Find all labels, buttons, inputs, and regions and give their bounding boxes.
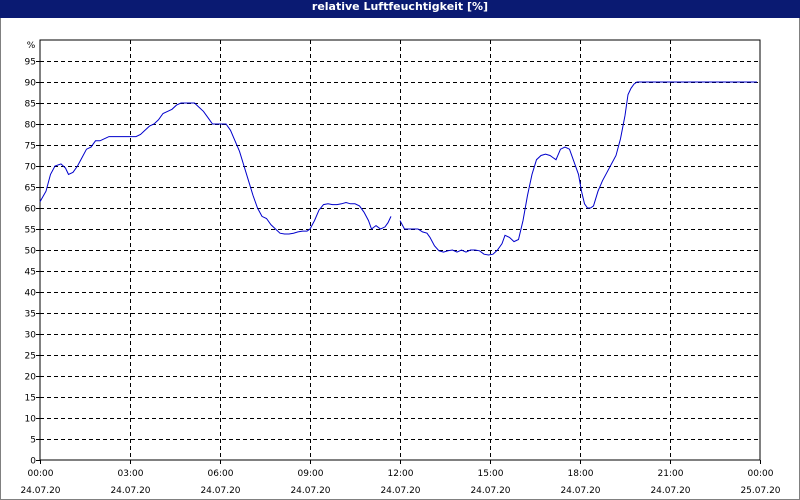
- x-tick-date-label: 24.07.20: [380, 486, 420, 496]
- y-tick-label: 95: [25, 58, 36, 68]
- y-tick-label: 65: [25, 184, 36, 194]
- title-bar: relative Luftfeuchtigkeit [%]: [0, 0, 800, 18]
- x-tick-date-label: 24.07.20: [470, 486, 510, 496]
- y-tick-label: 75: [25, 142, 36, 152]
- series-line: [399, 81, 757, 256]
- x-tick-time-label: 03:00: [118, 469, 144, 479]
- y-tick-label: 20: [25, 373, 37, 383]
- x-tick-date-label: 24.07.20: [560, 486, 600, 496]
- y-tick-label: 60: [25, 205, 37, 215]
- y-tick-label: 5: [30, 436, 36, 446]
- x-axis: 00:00 24.07.20 03:00 24.07.20 06:00 24.07.20 0…: [20, 460, 781, 496]
- y-tick-label: 45: [25, 268, 36, 278]
- x-tick-date-label: 24.07.20: [20, 486, 60, 496]
- y-tick-label: 35: [25, 310, 36, 320]
- x-tick-time-label: 09:00: [298, 469, 324, 479]
- y-tick-label: 70: [25, 163, 37, 173]
- y-tick-label: 80: [25, 121, 37, 131]
- x-tick-date-label: 24.07.20: [290, 486, 330, 496]
- x-tick-date-label: 24.07.20: [650, 486, 690, 496]
- y-tick-label: 10: [25, 415, 37, 425]
- x-tick-time-label: 00:00: [28, 469, 54, 479]
- y-tick-label: 15: [25, 394, 36, 404]
- x-tick-date-label: 24.07.20: [200, 486, 240, 496]
- x-tick-date-label: 24.07.20: [110, 486, 150, 496]
- x-tick-date-label: 25.07.20: [740, 486, 780, 496]
- series-line: [39, 102, 392, 235]
- series-layer: [39, 81, 757, 256]
- x-tick-time-label: 12:00: [388, 469, 414, 479]
- y-tick-label: 90: [25, 79, 37, 89]
- x-tick-time-label: 21:00: [658, 469, 684, 479]
- x-tick-time-label: 06:00: [208, 469, 234, 479]
- y-tick-label: 25: [25, 352, 36, 362]
- chart-title: relative Luftfeuchtigkeit [%]: [311, 0, 489, 13]
- y-tick-label: 40: [25, 289, 37, 299]
- y-tick-label: 0: [30, 457, 36, 467]
- x-tick-time-label: 00:00: [748, 469, 774, 479]
- y-tick-label: 50: [25, 247, 37, 257]
- y-tick-label: 30: [25, 331, 37, 341]
- y-tick-label: 85: [25, 100, 36, 110]
- x-tick-time-label: 18:00: [568, 469, 594, 479]
- x-tick-time-label: 15:00: [478, 469, 504, 479]
- grid: [40, 40, 760, 460]
- y-axis: 0 5 10 15 20 25 30 35 40 45 50 55 60 65 70 75 80 85 90 95: [25, 58, 40, 467]
- y-tick-label: 55: [25, 226, 36, 236]
- y-axis-unit-label: %: [27, 41, 36, 51]
